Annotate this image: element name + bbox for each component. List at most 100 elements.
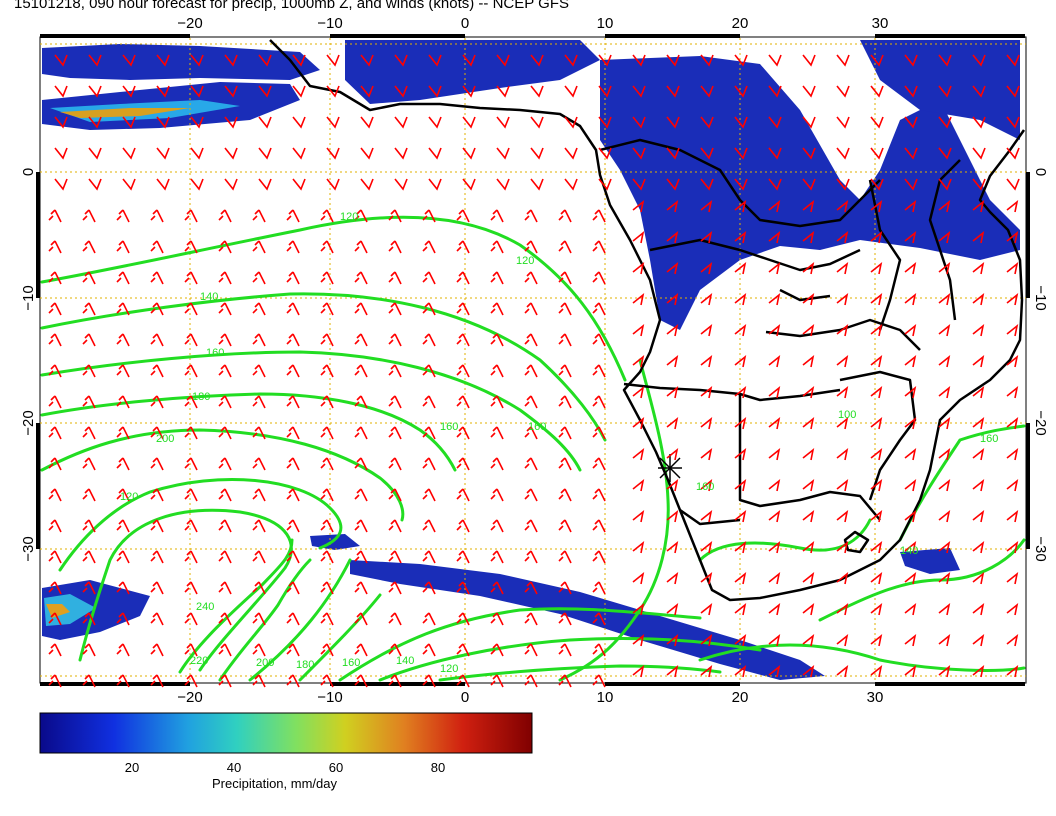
wind-barb bbox=[490, 643, 504, 657]
wind-barb bbox=[82, 612, 96, 626]
wind-barb bbox=[558, 209, 572, 223]
wind-barb bbox=[320, 457, 334, 471]
wind-barb bbox=[116, 612, 130, 626]
wind-barb bbox=[904, 634, 917, 647]
wind-barb bbox=[734, 293, 747, 306]
wind-barb bbox=[116, 426, 130, 440]
wind-barb bbox=[218, 240, 232, 254]
wind-barb bbox=[592, 395, 606, 409]
wind-barb bbox=[836, 603, 849, 616]
wind-barb bbox=[666, 479, 679, 492]
wind-barb bbox=[422, 674, 436, 688]
wind-barb bbox=[734, 479, 747, 492]
wind-barb bbox=[354, 581, 368, 595]
wind-barb bbox=[734, 85, 748, 98]
wind-barb bbox=[490, 674, 504, 688]
map-frame bbox=[39, 36, 1027, 684]
wind-barb bbox=[462, 116, 476, 129]
wind-barb bbox=[870, 147, 884, 160]
wind-barb bbox=[286, 395, 300, 409]
wind-barb bbox=[150, 457, 164, 471]
wind-barb bbox=[48, 302, 62, 316]
wind-barb bbox=[48, 395, 62, 409]
wind-barb bbox=[836, 355, 849, 368]
wind-barb bbox=[836, 386, 849, 399]
wind-barb bbox=[666, 386, 679, 399]
wind-barb bbox=[524, 302, 538, 316]
wind-barb bbox=[326, 85, 340, 98]
wind-barb bbox=[904, 665, 917, 678]
wind-barb bbox=[82, 457, 96, 471]
wind-barb bbox=[252, 426, 266, 440]
wind-barb bbox=[218, 209, 232, 223]
wind-barb bbox=[870, 386, 883, 399]
wind-barb bbox=[904, 85, 918, 98]
wind-barb bbox=[116, 550, 130, 564]
wind-barb bbox=[632, 200, 645, 213]
wind-barb bbox=[700, 200, 713, 213]
wind-barb bbox=[292, 54, 306, 67]
wind-barb bbox=[768, 293, 781, 306]
wind-barb bbox=[870, 262, 883, 275]
wind-barb bbox=[1006, 355, 1019, 368]
wind-barb bbox=[286, 612, 300, 626]
wind-barb bbox=[1006, 665, 1019, 678]
wind-barb bbox=[496, 85, 510, 98]
frame-ticks bbox=[36, 34, 1030, 686]
wind-barb bbox=[592, 302, 606, 316]
wind-barb bbox=[286, 674, 300, 688]
wind-barb bbox=[700, 231, 713, 244]
wind-barb bbox=[836, 262, 849, 275]
wind-barb bbox=[292, 178, 306, 191]
wind-barb bbox=[150, 550, 164, 564]
wind-barb bbox=[700, 386, 713, 399]
wind-barb bbox=[48, 674, 62, 688]
wind-barb bbox=[388, 240, 402, 254]
wind-barb bbox=[904, 479, 917, 492]
wind-barb bbox=[184, 426, 198, 440]
lat-lon-grid bbox=[40, 38, 1026, 682]
wind-barb bbox=[218, 550, 232, 564]
wind-barb bbox=[870, 603, 883, 616]
wind-barb bbox=[870, 85, 884, 98]
wind-barb bbox=[938, 147, 952, 160]
wind-barb bbox=[360, 85, 374, 98]
wind-barb bbox=[354, 240, 368, 254]
wind-barb bbox=[320, 240, 334, 254]
wind-barb bbox=[1006, 634, 1019, 647]
wind-barb bbox=[768, 479, 781, 492]
wind-barb bbox=[592, 488, 606, 502]
wind-barb bbox=[768, 572, 781, 585]
wind-barb bbox=[632, 386, 645, 399]
contour-label: 160 bbox=[980, 433, 998, 445]
wind-barb bbox=[286, 581, 300, 595]
wind-barb bbox=[48, 457, 62, 471]
wind-barb bbox=[388, 333, 402, 347]
wind-barb bbox=[456, 426, 470, 440]
wind-barb bbox=[252, 209, 266, 223]
wind-barb bbox=[904, 231, 917, 244]
wind-barb bbox=[224, 54, 238, 67]
wind-barb bbox=[938, 603, 951, 616]
wind-barb bbox=[904, 603, 917, 616]
wind-barb bbox=[734, 355, 747, 368]
wind-barb bbox=[252, 302, 266, 316]
wind-barb bbox=[48, 550, 62, 564]
wind-barb bbox=[972, 355, 985, 368]
wind-barb bbox=[150, 581, 164, 595]
wind-barb bbox=[388, 395, 402, 409]
wind-barb bbox=[524, 581, 538, 595]
wind-barb bbox=[496, 147, 510, 160]
wind-barb bbox=[558, 457, 572, 471]
wind-barb bbox=[558, 674, 572, 688]
wind-barb bbox=[456, 302, 470, 316]
wind-barb bbox=[768, 147, 782, 160]
wind-barb bbox=[354, 364, 368, 378]
wind-barb bbox=[592, 271, 606, 285]
wind-barb bbox=[836, 572, 849, 585]
wind-barb bbox=[666, 324, 679, 337]
wind-barb bbox=[972, 448, 985, 461]
wind-barb bbox=[734, 448, 747, 461]
wind-barb bbox=[1006, 116, 1020, 129]
wind-barb bbox=[524, 457, 538, 471]
